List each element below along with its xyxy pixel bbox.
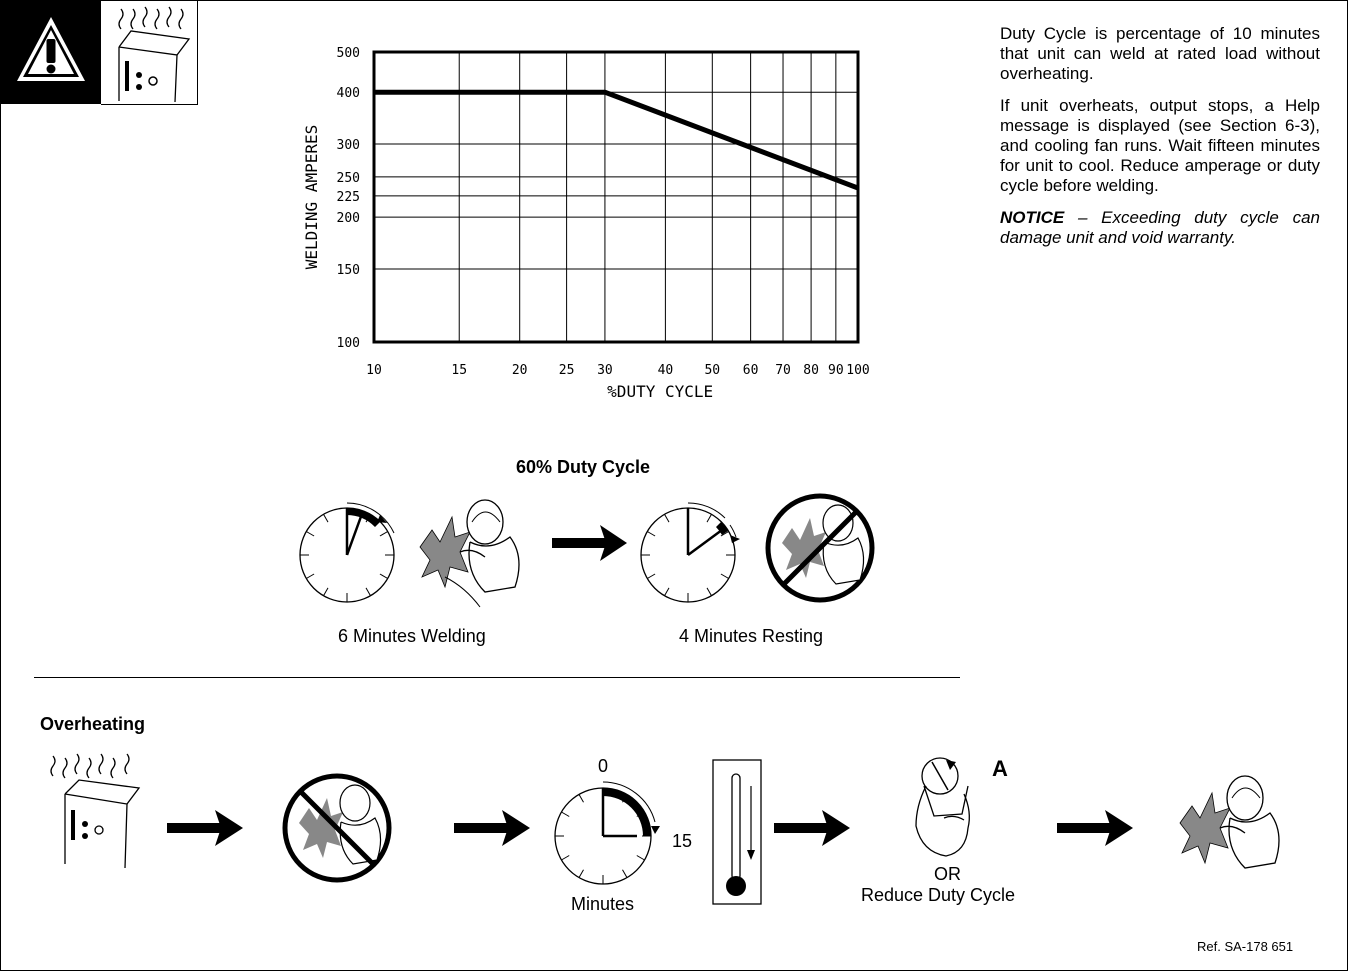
x-tick-label: 15 — [451, 363, 467, 378]
y-tick-label: 300 — [337, 138, 360, 153]
duty-cycle-illustration — [299, 493, 875, 608]
reduce-caption: Reduce Duty Cycle — [861, 885, 1016, 905]
overheat-paragraph: If unit overheats, output stops, a Help … — [1000, 96, 1320, 195]
no-welding-icon-2 — [282, 773, 392, 883]
welding-caption: 6 Minutes Welding — [338, 626, 486, 646]
y-tick-label: 500 — [337, 46, 360, 61]
x-tick-label: 80 — [803, 363, 819, 378]
notice-paragraph: NOTICE – Exceeding duty cycle can damage… — [1000, 208, 1320, 248]
x-axis-label: %DUTY CYCLE — [607, 382, 713, 401]
resting-caption: 4 Minutes Resting — [679, 626, 824, 646]
x-tick-label: 20 — [512, 363, 528, 378]
plot-frame — [372, 50, 860, 344]
y-tick-label: 400 — [337, 86, 360, 101]
timer-start-label: 0 — [598, 756, 609, 776]
x-tick-label: 70 — [775, 363, 791, 378]
y-tick-label: 225 — [337, 190, 360, 205]
notice-dash: – — [1064, 208, 1102, 227]
x-tick-label: 40 — [658, 363, 674, 378]
duty-cycle-line — [374, 89, 859, 191]
overheating-illustration — [50, 753, 1280, 905]
hot-unit-icon — [101, 1, 198, 105]
x-tick-label: 100 — [846, 363, 869, 378]
duty-cycle-chart: 10 15 20 25 30 40 50 60 70 80 90 100100150200225250… — [302, 46, 870, 401]
section-divider — [34, 677, 960, 678]
hand-knob-icon — [915, 757, 970, 857]
y-tick-label: 100 — [337, 336, 360, 351]
arrow-icon-3 — [774, 810, 850, 846]
notice-label: NOTICE — [1000, 208, 1065, 227]
arrow-icon — [552, 525, 627, 561]
thermometer-icon — [712, 759, 762, 905]
welder-icon — [419, 499, 520, 608]
arrow-icon-1 — [167, 810, 243, 846]
x-tick-label: 60 — [743, 363, 759, 378]
x-tick-label: 30 — [597, 363, 613, 378]
welder-icon-2 — [1179, 775, 1280, 869]
or-label: OR — [934, 864, 961, 884]
y-tick-label: 150 — [337, 263, 360, 278]
duty-cycle-title: 60% Duty Cycle — [516, 457, 651, 477]
timer-end-label: 15 — [672, 831, 693, 851]
x-tick-label: 25 — [559, 363, 575, 378]
y-tick-label: 200 — [337, 211, 360, 226]
clock-icon-resting — [640, 502, 740, 603]
x-tick-label: 50 — [704, 363, 720, 378]
overheating-title: Overheating — [40, 714, 146, 734]
reference-number: Ref. SA-178 651 — [1197, 939, 1294, 954]
arrow-icon-2 — [454, 810, 530, 846]
duty-cycle-definition: Duty Cycle is percentage of 10 minutes t… — [1000, 24, 1320, 83]
no-welding-icon — [765, 493, 875, 603]
x-tick-label: 10 — [366, 363, 382, 378]
clock-icon-welding — [299, 502, 395, 603]
y-axis-label: WELDING AMPERES — [302, 125, 321, 270]
hot-unit-icon-2 — [50, 753, 141, 869]
y-tick-label: 250 — [337, 171, 360, 186]
arrow-icon-4 — [1057, 810, 1133, 846]
side-notes: Duty Cycle is percentage of 10 minutes t… — [1000, 24, 1320, 260]
warning-icon — [1, 1, 101, 104]
clock-icon-cooling — [554, 781, 660, 885]
minutes-caption: Minutes — [571, 894, 635, 914]
notice-text: Exceeding duty cycle can damage unit and… — [1000, 208, 1320, 247]
x-tick-label: 90 — [828, 363, 844, 378]
control-label: A — [992, 756, 1008, 781]
